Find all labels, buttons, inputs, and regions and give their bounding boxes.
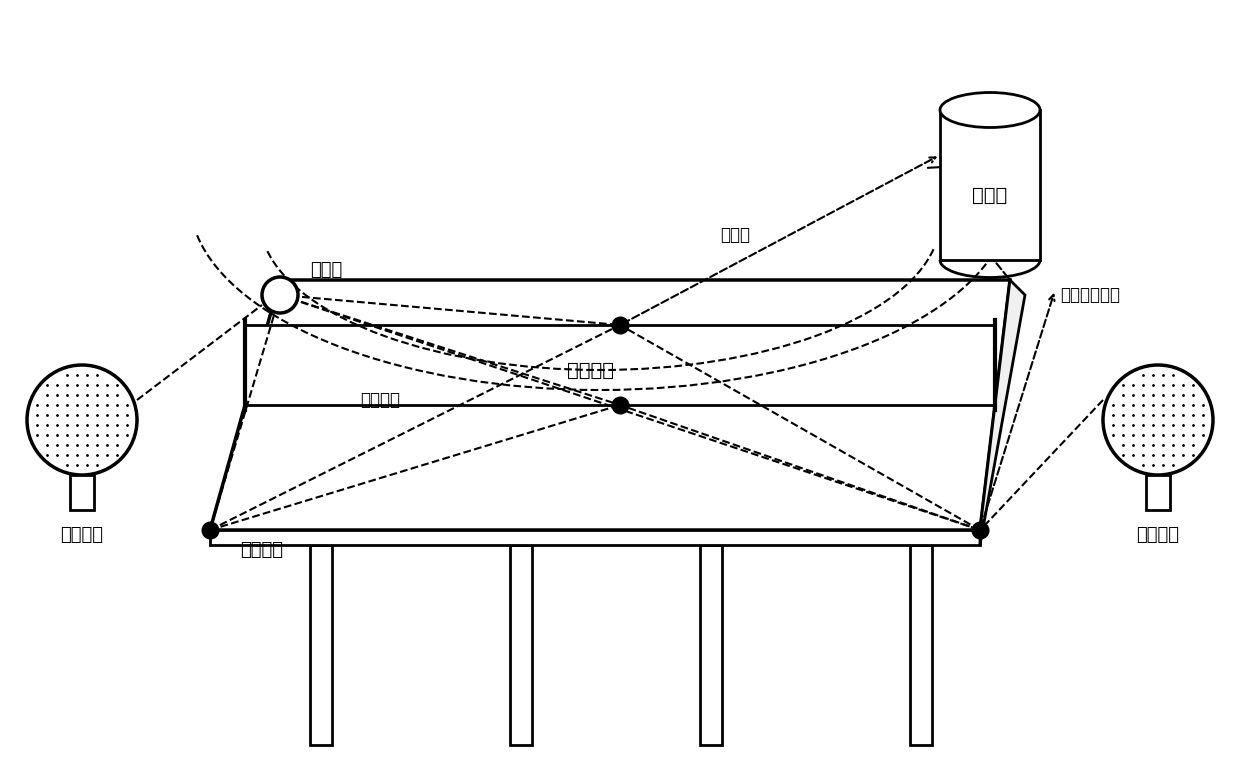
Text: 时刻值: 时刻值 <box>720 226 750 244</box>
Polygon shape <box>210 280 1011 530</box>
Text: 乒乓球拍: 乒乓球拍 <box>61 526 103 544</box>
Text: 乒乓球拍: 乒乓球拍 <box>1137 526 1179 544</box>
Bar <box>940 110 1040 260</box>
Bar <box>310 545 332 745</box>
Bar <box>1146 475 1171 510</box>
Ellipse shape <box>940 92 1040 128</box>
Polygon shape <box>210 530 980 545</box>
Polygon shape <box>246 325 994 405</box>
Text: 服务器: 服务器 <box>972 185 1008 205</box>
Text: 压力传感数据: 压力传感数据 <box>1060 286 1120 304</box>
Text: 射频信号: 射频信号 <box>360 391 401 409</box>
Text: 乒乓球网: 乒乓球网 <box>567 361 614 379</box>
Bar <box>510 545 532 745</box>
Bar <box>701 545 722 745</box>
Text: 乒乓球台: 乒乓球台 <box>241 541 283 559</box>
Bar <box>910 545 932 745</box>
Circle shape <box>1104 365 1213 475</box>
Text: 乒乓球: 乒乓球 <box>310 261 342 279</box>
Bar <box>69 475 94 510</box>
Polygon shape <box>980 280 1025 545</box>
Circle shape <box>262 277 298 313</box>
Circle shape <box>27 365 136 475</box>
